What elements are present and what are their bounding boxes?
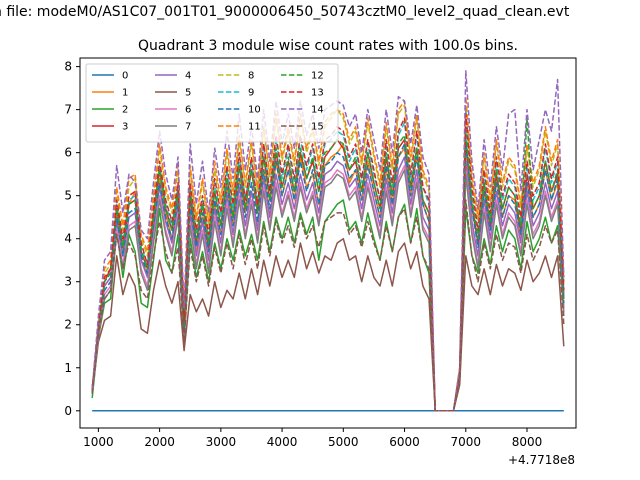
series-lines: [91, 70, 565, 412]
legend-label: 8: [248, 71, 254, 82]
x-tick-label: 3000: [206, 435, 237, 449]
y-tick-label: 6: [64, 146, 72, 160]
series-line-5: [91, 237, 565, 412]
legend-item-0: 0: [92, 71, 128, 82]
x-tick-label: 1000: [83, 435, 114, 449]
plot-area: [79, 57, 577, 429]
series-line-8: [91, 104, 565, 412]
legend-label: 4: [185, 71, 191, 82]
legend-item-12: 12: [281, 71, 324, 82]
legend-item-10: 10: [218, 105, 261, 116]
y-tick-label: 4: [64, 232, 72, 246]
legend-label: 7: [185, 122, 191, 133]
legend-box: [85, 63, 339, 143]
x-tick-label: 2000: [144, 435, 175, 449]
legend-item-15: 15: [281, 122, 324, 133]
x-axis: 1000 2000 3000 4000 5000 6000 7000 8000: [83, 428, 542, 449]
legend-item-11: 11: [218, 122, 261, 133]
series-line-14: [91, 70, 565, 412]
x-offset-text: +4.7718e8: [508, 453, 575, 467]
legend-item-8: 8: [218, 71, 254, 82]
legend-item-9: 9: [218, 88, 254, 99]
series-line-4: [91, 156, 565, 412]
y-tick-label: 1: [64, 361, 72, 375]
legend-label: 12: [311, 71, 324, 82]
legend-label: 13: [311, 88, 324, 99]
series-line-10: [91, 138, 565, 412]
legend-label: 11: [248, 122, 261, 133]
series-line-7: [91, 169, 565, 412]
legend-item-4: 4: [155, 71, 191, 82]
legend-label: 1: [122, 88, 128, 99]
legend-item-6: 6: [155, 105, 191, 116]
legend-label: 10: [248, 105, 261, 116]
figure-suptitle: n file: modeM0/AS1C07_001T01_9000006450_…: [0, 4, 570, 20]
y-tick-label: 2: [64, 318, 72, 332]
y-tick-label: 8: [64, 60, 72, 74]
legend-item-3: 3: [92, 122, 128, 133]
y-tick-label: 7: [64, 103, 72, 117]
legend-item-7: 7: [155, 122, 191, 133]
axes-frame: [79, 57, 577, 429]
x-tick-label: 8000: [512, 435, 543, 449]
legend-label: 6: [185, 105, 191, 116]
legend-label: 3: [122, 122, 128, 133]
x-tick-label: 7000: [451, 435, 482, 449]
y-axis: 0 1 2 3 4 5 6 7 8: [64, 60, 80, 418]
legend-label: 9: [248, 88, 254, 99]
legend-label: 0: [122, 71, 128, 82]
legend-label: 14: [311, 105, 324, 116]
legend-item-2: 2: [92, 105, 128, 116]
y-tick-label: 5: [64, 189, 72, 203]
chart-title: Quadrant 3 module wise count rates with …: [138, 38, 518, 54]
series-line-12: [91, 117, 565, 412]
legend-item-5: 5: [155, 88, 191, 99]
x-tick-label: 4000: [267, 435, 298, 449]
series-line-15: [91, 199, 565, 412]
legend-label: 5: [185, 88, 191, 99]
legend-label: 15: [311, 122, 324, 133]
x-tick-label: 5000: [328, 435, 359, 449]
y-tick-label: 3: [64, 275, 72, 289]
y-tick-label: 0: [64, 404, 72, 418]
x-tick-label: 6000: [389, 435, 420, 449]
legend-label: 2: [122, 105, 128, 116]
legend-item-1: 1: [92, 88, 128, 99]
legend-item-13: 13: [281, 88, 324, 99]
legend-item-14: 14: [281, 105, 324, 116]
